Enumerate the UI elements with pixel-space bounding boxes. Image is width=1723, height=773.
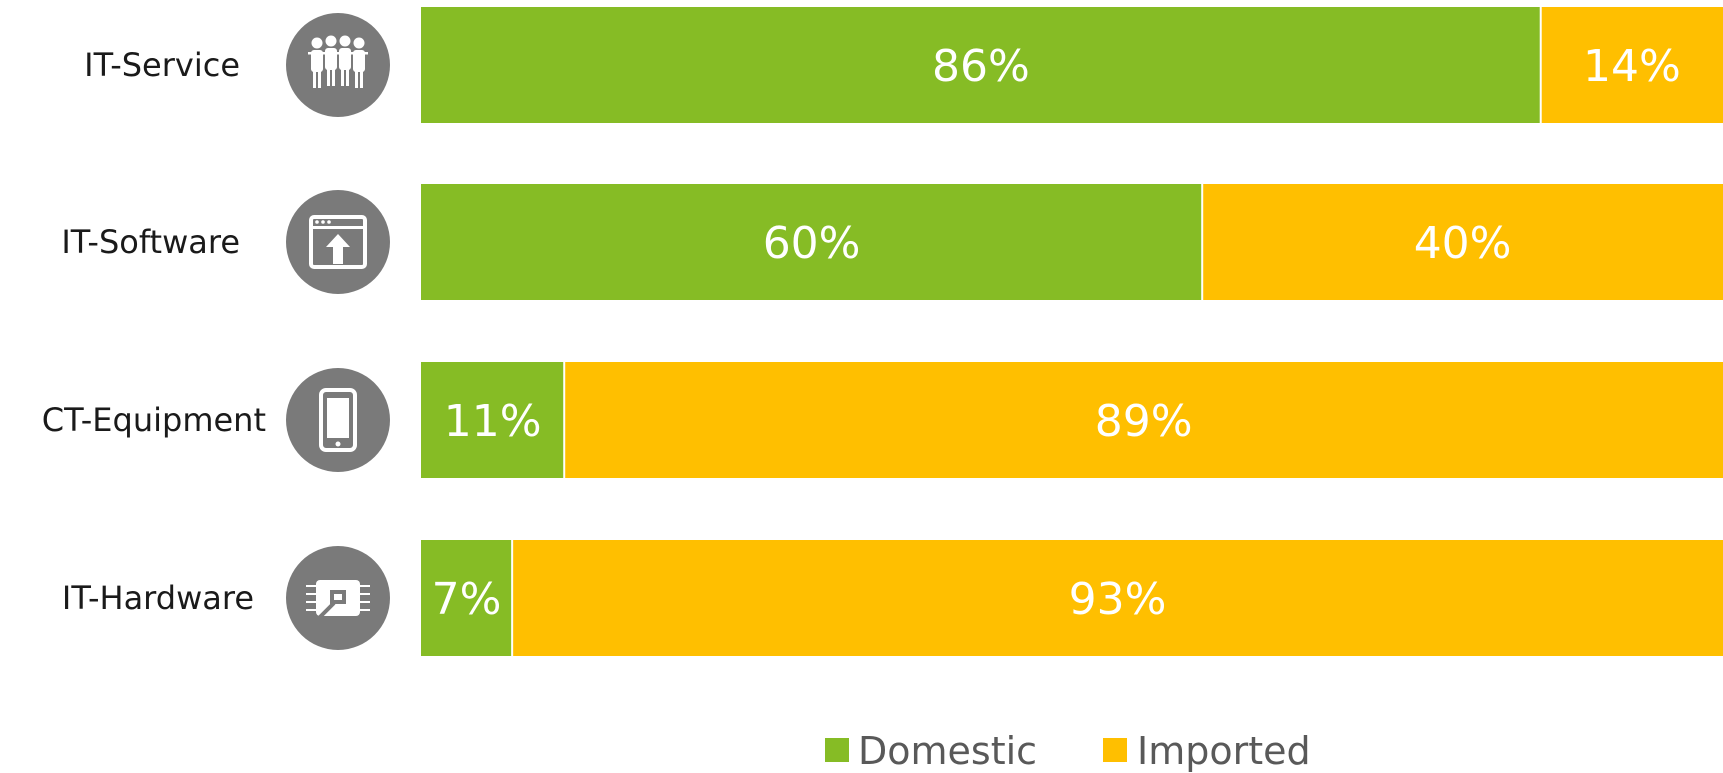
chart-rows: IT-Service 86% 14% IT-Software 60% 40% CT-Equi… [42,7,1723,656]
row-ct-equipment: CT-Equipment 11% 89% [42,362,1723,478]
category-label-it-software: IT-Software [61,223,240,261]
bar-it-software-imported [1202,184,1723,300]
bar-ct-equipment-domestic [421,362,565,478]
data-label-ct-equipment-imported: 89% [1095,396,1193,447]
bar-it-service-domestic [421,7,1541,123]
chip-icon [286,546,390,650]
data-label-it-service-imported: 14% [1583,41,1681,92]
bar-ct-equipment-imported [564,362,1723,478]
legend-label-domestic: Domestic [858,729,1037,773]
legend-swatch-domestic [825,738,849,762]
bar-it-hardware-imported [512,540,1723,656]
people-icon [286,13,390,117]
smartphone-icon [286,368,390,472]
bar-it-service-imported [1540,7,1723,123]
data-label-it-hardware-imported: 93% [1069,574,1167,625]
legend: Domestic Imported [825,729,1311,773]
data-label-ct-equipment-domestic: 11% [444,396,542,447]
bar-it-hardware-domestic [421,540,513,656]
row-it-hardware: IT-Hardware 7% 93% [62,540,1723,656]
bar-it-software-domestic [421,184,1203,300]
data-label-it-software-domestic: 60% [763,218,861,269]
category-label-it-service: IT-Service [84,46,240,84]
data-label-it-hardware-domestic: 7% [432,574,502,625]
legend-label-imported: Imported [1137,729,1311,773]
software-window-icon [286,190,390,294]
row-it-software: IT-Software 60% 40% [61,184,1723,300]
data-label-it-software-imported: 40% [1414,218,1512,269]
data-label-it-service-domestic: 86% [932,41,1030,92]
category-label-ct-equipment: CT-Equipment [42,401,266,439]
category-label-it-hardware: IT-Hardware [62,579,254,617]
row-it-service: IT-Service 86% 14% [84,7,1723,123]
legend-swatch-imported [1103,738,1127,762]
